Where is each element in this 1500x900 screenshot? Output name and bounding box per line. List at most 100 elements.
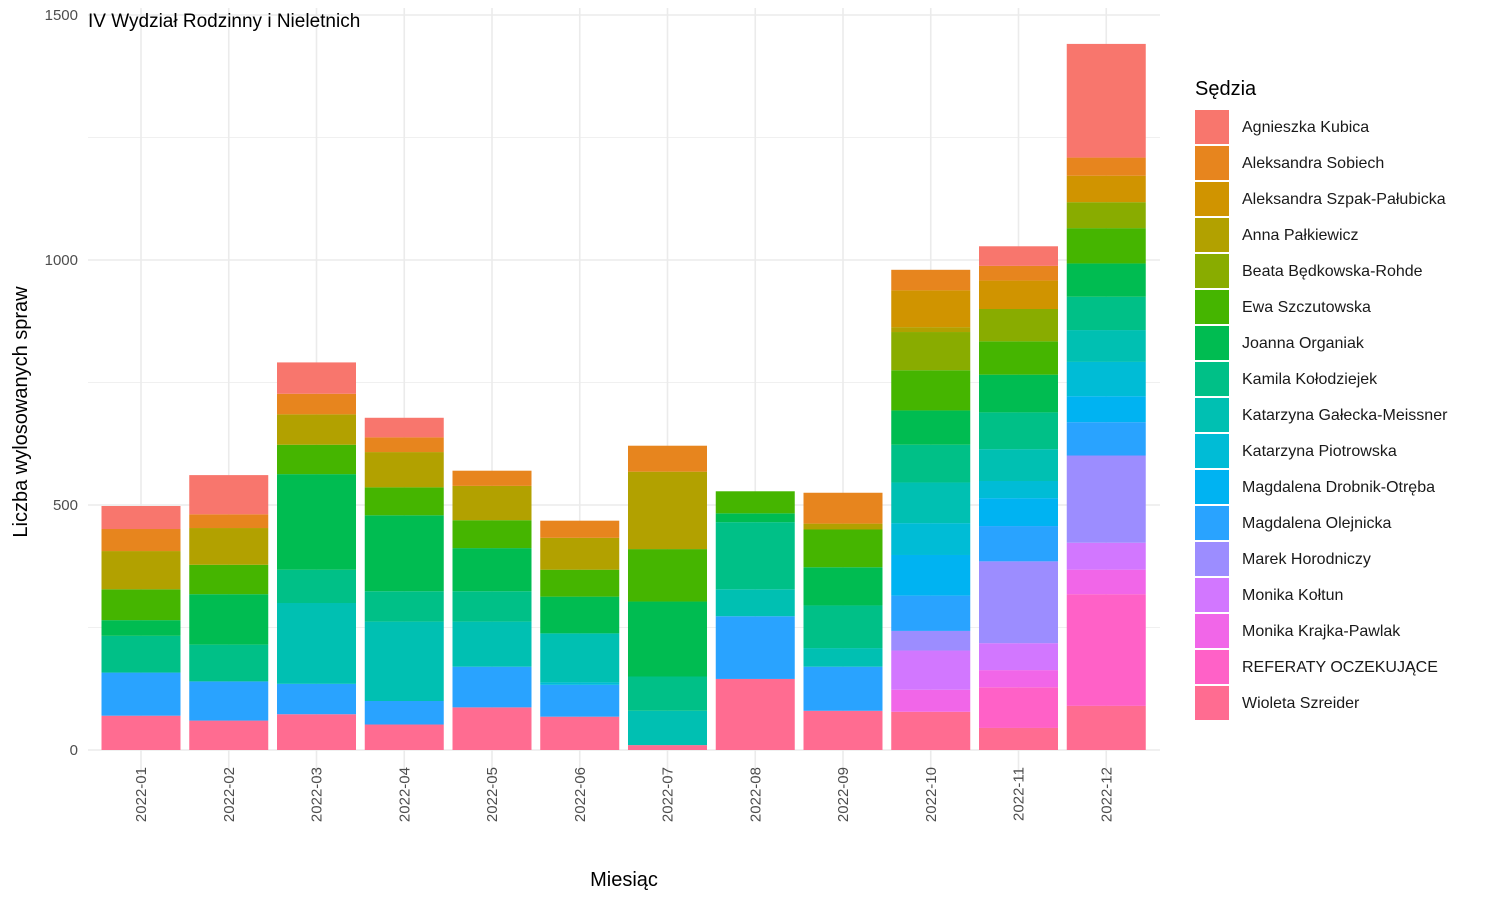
- x-tick-label: 2022-08: [747, 767, 764, 822]
- legend-label: Beata Będkowska-Rohde: [1242, 263, 1423, 280]
- legend-label: Monika Kołtun: [1242, 587, 1343, 604]
- bar-segment: [1066, 202, 1146, 229]
- bar-segment: [715, 513, 795, 523]
- bar-segment: [189, 528, 269, 565]
- bar-segment: [277, 683, 356, 715]
- chart-title: IV Wydział Rodzinny i Nieletnich: [88, 11, 360, 32]
- legend-swatch: [1195, 110, 1229, 144]
- legend-label: Katarzyna Gałecka-Meissner: [1242, 407, 1448, 424]
- bar-segment: [979, 341, 1058, 375]
- x-tick-label: 2022-05: [484, 767, 501, 822]
- bar-segment: [101, 551, 181, 590]
- y-tick-label: 0: [70, 742, 78, 759]
- legend-label: Anna Pałkiewicz: [1242, 227, 1359, 244]
- legend-swatch: [1195, 686, 1229, 720]
- x-tick-label: 2022-01: [133, 767, 150, 822]
- y-tick-labels: 0 500 1000 1500: [45, 7, 78, 759]
- bar-segment: [277, 414, 356, 445]
- legend-swatch: [1195, 578, 1229, 612]
- x-tick-label: 2022-03: [309, 767, 326, 822]
- legend-label: Kamila Kołodziejek: [1242, 371, 1378, 388]
- bar-segment: [101, 505, 181, 530]
- bar-segment: [803, 492, 883, 524]
- bar-segment: [540, 633, 620, 683]
- bar-segment: [891, 370, 971, 411]
- bar-segment: [364, 701, 444, 725]
- x-tick-label: 2022-07: [660, 767, 677, 822]
- x-tick-label: 2022-02: [221, 767, 238, 822]
- legend-swatch: [1195, 398, 1229, 432]
- bar-segment: [189, 564, 269, 595]
- bar-segment: [803, 605, 883, 649]
- bar-segment: [803, 666, 883, 711]
- bar-segment: [1066, 175, 1146, 203]
- bar-segment: [101, 672, 181, 716]
- bar-segment: [891, 444, 971, 483]
- bar-segment: [452, 591, 532, 622]
- bar-segment: [891, 711, 971, 750]
- x-tick-label: 2022-06: [572, 767, 589, 822]
- bar-segment: [979, 561, 1058, 644]
- bar-segment: [277, 362, 356, 394]
- legend-label: Wioleta Szreider: [1242, 695, 1360, 712]
- bar-segment: [1066, 455, 1146, 543]
- bars: [101, 43, 1146, 750]
- bar-segment: [1066, 228, 1146, 264]
- bar-segment: [979, 309, 1058, 342]
- bar-segment: [540, 684, 620, 717]
- bar-segment: [540, 569, 620, 597]
- bar-segment: [628, 601, 707, 677]
- bar-segment: [1066, 705, 1146, 750]
- bar-segment: [101, 529, 181, 552]
- bar-segment: [1066, 569, 1146, 595]
- bar-segment: [277, 603, 356, 684]
- bar-segment: [540, 716, 620, 750]
- bar-segment: [979, 280, 1058, 309]
- legend-swatch: [1195, 542, 1229, 576]
- bar-segment: [979, 265, 1058, 281]
- legend-label: Agnieszka Kubica: [1242, 119, 1369, 136]
- bar-segment: [628, 676, 707, 711]
- bar-segment: [452, 666, 532, 708]
- bar-segment: [979, 670, 1058, 688]
- bar-segment: [979, 374, 1058, 413]
- bar-segment: [803, 648, 883, 667]
- bar-segment: [715, 491, 795, 514]
- legend-label: Magdalena Drobnik-Otręba: [1242, 479, 1435, 496]
- bar-segment: [979, 246, 1058, 266]
- bar-segment: [628, 549, 707, 602]
- bar-segment: [715, 522, 795, 590]
- bar-segment: [891, 269, 971, 291]
- legend-swatch: [1195, 218, 1229, 252]
- x-tick-label: 2022-11: [1011, 767, 1028, 821]
- bar-segment: [1066, 296, 1146, 331]
- bar-segment: [452, 621, 532, 667]
- bar-segment: [189, 514, 269, 529]
- bar-segment: [364, 452, 444, 488]
- bar-segment: [189, 720, 269, 750]
- bar-segment: [101, 620, 181, 636]
- bar-segment: [891, 630, 971, 651]
- bar-segment: [364, 417, 444, 438]
- bar-segment: [891, 332, 971, 371]
- legend-title: Sędzia: [1195, 78, 1257, 100]
- bar-segment: [189, 475, 269, 515]
- bar-segment: [277, 714, 356, 750]
- bar-segment: [979, 412, 1058, 450]
- bar-segment: [803, 710, 883, 750]
- bar-segment: [715, 589, 795, 617]
- bar-segment: [891, 327, 971, 333]
- y-axis-title: Liczba wylosowanych spraw: [10, 286, 32, 538]
- legend-label: Ewa Szczutowska: [1242, 299, 1371, 316]
- legend-swatch: [1195, 434, 1229, 468]
- bar-segment: [891, 290, 971, 328]
- bar-segment: [979, 643, 1058, 671]
- bar-segment: [979, 526, 1058, 562]
- bar-segment: [1066, 422, 1146, 456]
- legend-label: Joanna Organiak: [1242, 335, 1365, 352]
- bar-segment: [364, 437, 444, 453]
- x-tick-label: 2022-12: [1098, 767, 1115, 822]
- bar-segment: [101, 715, 181, 750]
- bar-segment: [715, 678, 795, 750]
